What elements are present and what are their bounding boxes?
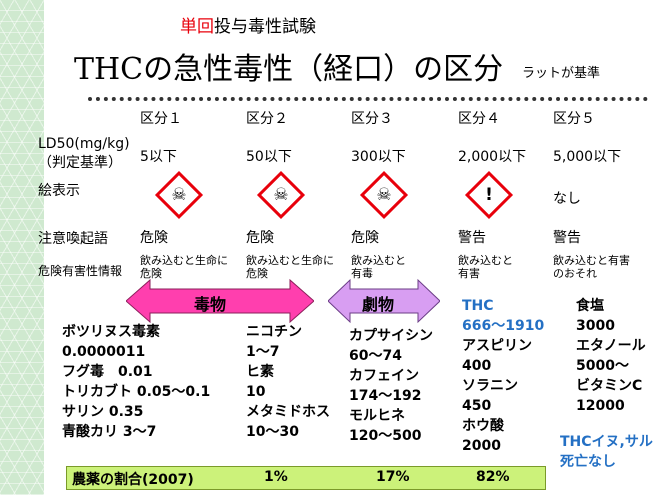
example-item: ソラニン bbox=[462, 378, 518, 394]
example-item: 174〜192 bbox=[349, 388, 422, 404]
example-list: ボツリヌス毒素 0.0000011 フグ毒 0.01 トリカブト 0.05〜0.… bbox=[62, 322, 210, 442]
example-item: 120〜500 bbox=[349, 428, 422, 444]
pesticide-ratio-value: 17% bbox=[376, 469, 410, 485]
deleterious-label: 劇物 bbox=[362, 295, 395, 314]
example-item: 60〜74 bbox=[349, 348, 402, 364]
page-title: THCの急性毒性（経口）の区分 bbox=[74, 52, 504, 87]
category-header: 区分３ bbox=[351, 111, 393, 127]
hazard-statement: 飲み込むと生命に危険 bbox=[140, 254, 228, 280]
hazard-statement: 飲み込むと有毒 bbox=[351, 254, 406, 280]
signal-word: 危険 bbox=[246, 230, 274, 246]
category-header: 区分５ bbox=[553, 111, 595, 127]
subtitle-rest: 投与毒性試験 bbox=[214, 17, 316, 37]
ld50-value: 2,000以下 bbox=[458, 149, 527, 165]
pesticide-ratio-label: 農薬の割合(2007) bbox=[72, 472, 194, 488]
category-header: 区分１ bbox=[140, 111, 182, 127]
basis-note: ラットが基準 bbox=[522, 66, 601, 81]
example-item: 0.0000011 bbox=[62, 344, 146, 360]
poison-label: 毒物 bbox=[194, 295, 227, 314]
example-item: ホウ酸 bbox=[462, 418, 504, 434]
example-item: 400 bbox=[462, 358, 492, 374]
example-item: モルヒネ bbox=[349, 408, 405, 424]
slide-subtitle: 単回投与毒性試験 bbox=[180, 12, 316, 37]
example-item: サリン 0.35 bbox=[62, 404, 144, 420]
example-item: 12000 bbox=[576, 398, 625, 414]
example-item: 青酸カリ 3〜7 bbox=[62, 424, 157, 440]
pictogram-label: 絵表示 bbox=[38, 183, 80, 199]
example-item: エタノール bbox=[576, 338, 646, 354]
example-list: ニコチン 1〜7 ヒ素 10 メタミドホス 10〜30 bbox=[246, 322, 330, 442]
thc-value: 666〜1910 bbox=[462, 318, 545, 334]
example-item: 2000 bbox=[462, 438, 501, 454]
example-item: トリカブト 0.05〜0.1 bbox=[62, 384, 211, 400]
deleterious-range-arrow bbox=[328, 278, 440, 324]
subtitle-accent: 単回 bbox=[180, 17, 214, 37]
example-item: 3000 bbox=[576, 318, 615, 334]
example-item: メタミドホス bbox=[246, 404, 330, 420]
ld50-value: 5以下 bbox=[140, 149, 177, 165]
example-list: THC 666〜1910 アスピリン 400 ソラニン 450 ホウ酸 2000 bbox=[462, 296, 544, 456]
signal-word: 危険 bbox=[140, 230, 168, 246]
signal-word: 警告 bbox=[553, 230, 581, 246]
example-item: アスピリン bbox=[462, 338, 532, 354]
signal-word: 危険 bbox=[351, 230, 379, 246]
ld50-value: 5,000以下 bbox=[553, 149, 622, 165]
signal-word: 警告 bbox=[458, 230, 486, 246]
ld50-value: 50以下 bbox=[246, 149, 292, 165]
category-header: 区分２ bbox=[246, 111, 288, 127]
example-item: ボツリヌス毒素 bbox=[62, 324, 160, 340]
thc-animal-note: THCイヌ,サル 死亡なし bbox=[560, 432, 653, 472]
example-item: フグ毒 0.01 bbox=[62, 364, 153, 380]
decorative-side-panel bbox=[0, 0, 44, 495]
signal-word-label: 注意喚起語 bbox=[38, 231, 108, 247]
hazard-statement: 飲み込むと有害のおそれ bbox=[553, 254, 630, 280]
example-item: 1〜7 bbox=[246, 344, 280, 360]
hazard-statement: 飲み込むと生命に危険 bbox=[246, 254, 334, 280]
skull-crossbones-icon: ☠ bbox=[154, 170, 204, 220]
exclamation-icon: ! bbox=[464, 170, 514, 220]
skull-crossbones-icon: ☠ bbox=[359, 170, 409, 220]
example-item: 10〜30 bbox=[246, 424, 299, 440]
hazard-label: 危険有害性情報 bbox=[38, 264, 123, 278]
example-item: ビタミンC bbox=[576, 378, 643, 394]
skull-crossbones-icon: ☠ bbox=[256, 170, 306, 220]
example-list: カプサイシン 60〜74 カフェイン 174〜192 モルヒネ 120〜500 bbox=[349, 326, 433, 446]
example-item: 5000〜 bbox=[576, 358, 629, 374]
hazard-statement: 飲み込むと有害 bbox=[458, 254, 513, 280]
thc-label: THC bbox=[462, 298, 494, 314]
dotted-divider bbox=[88, 97, 648, 101]
example-item: カプサイシン bbox=[349, 328, 433, 344]
ld50-value: 300以下 bbox=[351, 149, 406, 165]
example-item: 食塩 bbox=[576, 298, 604, 314]
example-item: ニコチン bbox=[246, 324, 302, 340]
example-item: ヒ素 bbox=[246, 364, 274, 380]
note-line: 死亡なし bbox=[560, 454, 616, 470]
pesticide-ratio-value: 82% bbox=[476, 469, 510, 485]
pesticide-ratio-bar bbox=[66, 466, 546, 490]
example-list: 食塩 3000 エタノール 5000〜 ビタミンC 12000 bbox=[576, 296, 646, 416]
poison-range-arrow bbox=[126, 278, 314, 324]
ld50-label: LD50(mg/kg) bbox=[38, 136, 130, 152]
pesticide-ratio-value: 1% bbox=[264, 469, 288, 485]
note-line: THCイヌ,サル bbox=[560, 434, 653, 450]
category-header: 区分４ bbox=[458, 111, 500, 127]
no-pictogram-text: なし bbox=[553, 191, 581, 207]
example-item: カフェイン bbox=[349, 368, 419, 384]
example-item: 10 bbox=[246, 384, 266, 400]
ld50-sublabel: （判定基準） bbox=[38, 155, 122, 171]
example-item: 450 bbox=[462, 398, 492, 414]
